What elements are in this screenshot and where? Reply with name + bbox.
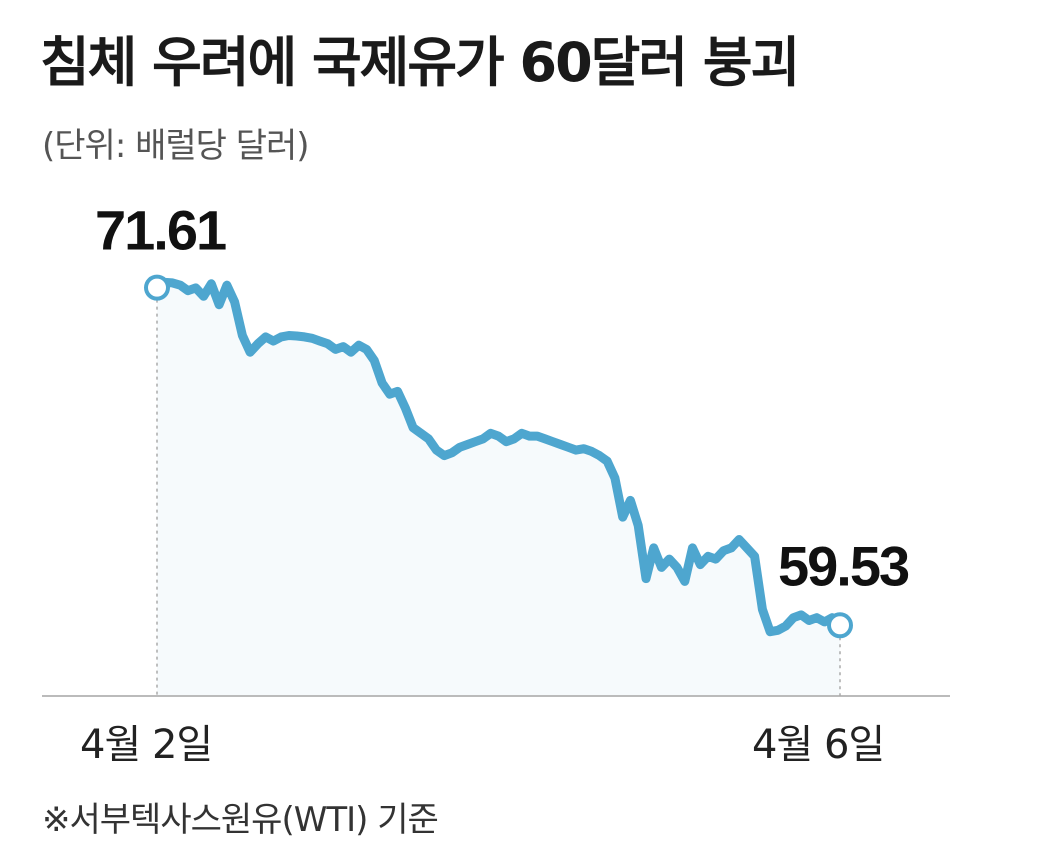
series-line [152, 277, 845, 637]
line-chart: 71.61 59.53 4월 2일 4월 6일 [42, 199, 950, 768]
x-tick-label-end: 4월 6일 [752, 722, 884, 768]
x-tick-label-start: 4월 2일 [80, 722, 212, 768]
chart-title: 침체 우려에 국제유가 60달러 붕괴 [40, 31, 800, 94]
end-point-marker [827, 612, 853, 639]
end-value-label: 59.53 [778, 534, 909, 597]
start-value-label: 71.61 [95, 199, 226, 262]
source-note: ※서부텍사스원유(WTI) 기준 [42, 800, 439, 840]
unit-label: (단위: 배럴당 달러) [42, 126, 310, 166]
start-point-marker [144, 274, 170, 301]
area-fill [157, 282, 840, 696]
